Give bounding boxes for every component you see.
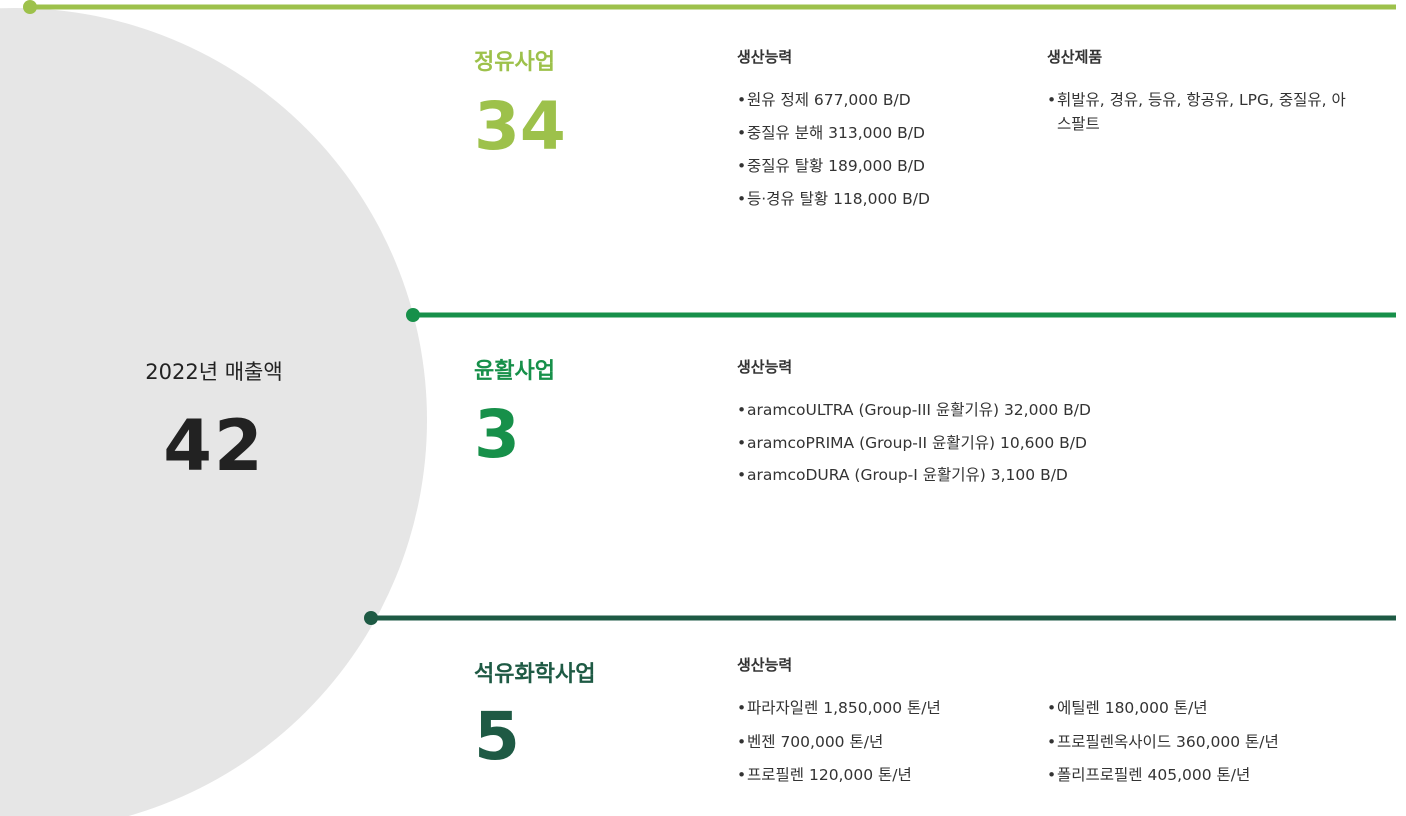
list-item: 원유 정제 677,000 B/D — [747, 88, 1147, 112]
list-item: 파라자일렌 1,850,000 톤/년 — [747, 696, 1147, 720]
section-value: 34 — [474, 88, 566, 165]
list-item: 벤젠 700,000 톤/년 — [747, 730, 1147, 754]
list-item: 휘발유, 경유, 등유, 항공유, LPG, 중질유, 아스팔트 — [1057, 88, 1347, 136]
list-item: aramcoDURA (Group-I 윤활기유) 3,100 B/D — [747, 463, 1147, 487]
divider-dot — [406, 308, 420, 322]
section-title: 윤활사업 — [474, 359, 555, 384]
column-heading: 생산제품 — [1047, 48, 1103, 66]
list-item: 에틸렌 180,000 톤/년 — [1057, 696, 1347, 720]
list-item: 프로필렌 120,000 톤/년 — [747, 763, 1147, 787]
list-item: 중질유 분해 313,000 B/D — [747, 121, 1147, 145]
section-title: 석유화학사업 — [474, 662, 596, 687]
summary-label: 2022년 매출액 — [145, 360, 283, 384]
summary-value: 42 — [163, 405, 265, 487]
section-value: 5 — [474, 698, 520, 775]
list-item: aramcoPRIMA (Group-II 윤활기유) 10,600 B/D — [747, 431, 1147, 455]
column-heading: 생산능력 — [737, 358, 793, 376]
list-item: 등·경유 탈황 118,000 B/D — [747, 187, 1147, 211]
section-value: 3 — [474, 396, 520, 473]
list-item: 중질유 탈황 189,000 B/D — [747, 154, 1147, 178]
column-heading: 생산능력 — [737, 656, 793, 674]
list-item: 프로필렌옥사이드 360,000 톤/년 — [1057, 730, 1347, 754]
list-item: 폴리프로필렌 405,000 톤/년 — [1057, 763, 1347, 787]
section-title: 정유사업 — [474, 50, 555, 75]
divider-dot — [23, 0, 37, 14]
divider-dot — [364, 611, 378, 625]
list-item: aramcoULTRA (Group-III 윤활기유) 32,000 B/D — [747, 398, 1147, 422]
summary-circle — [0, 8, 427, 816]
column-heading: 생산능력 — [737, 48, 793, 66]
